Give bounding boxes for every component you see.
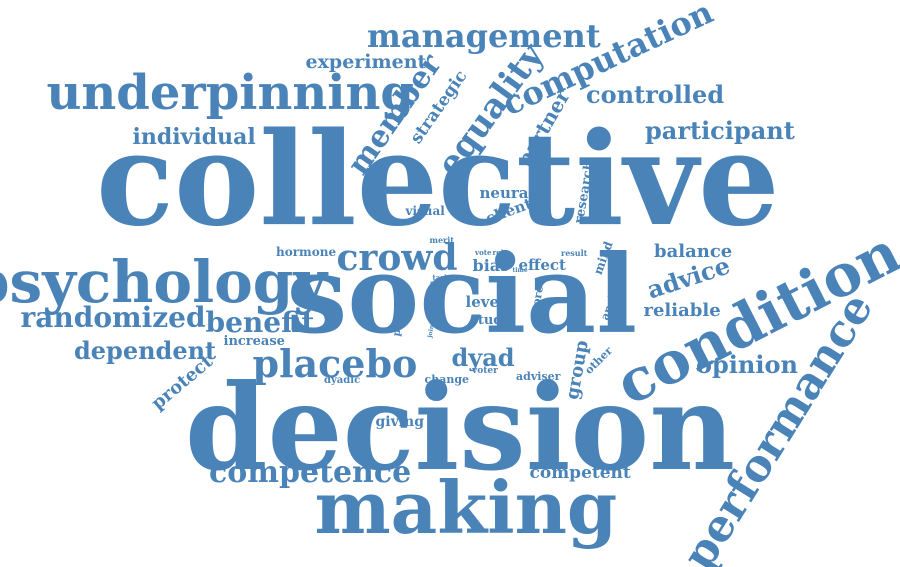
word-experiment: experiment [305, 50, 427, 73]
word-effect: effect [518, 255, 566, 274]
word-giving: giving [375, 414, 425, 430]
word-crowd: crowd [336, 237, 458, 279]
word-result: result [561, 248, 588, 258]
word-randomized: randomized [20, 301, 206, 334]
word-dyad: dyad [451, 343, 515, 372]
word-opinion: opinion [696, 350, 798, 379]
word-hormone: hormone [276, 245, 337, 259]
word-increase: increase [223, 333, 285, 349]
word-trial: trial [430, 281, 445, 288]
word-bias: bias [472, 256, 510, 275]
word-collective: collective [96, 105, 780, 255]
word-competent: competent [529, 462, 631, 483]
word-dyadic: dyadic [324, 375, 361, 386]
word-reliable: reliable [643, 300, 721, 321]
word-benefit: benefit [205, 306, 315, 339]
word-making: making [314, 465, 618, 550]
word-time: time [512, 267, 528, 274]
word-study: study [470, 312, 510, 328]
word-participant: participant [645, 116, 795, 145]
word-voter: voter [472, 365, 498, 376]
word-role: role [492, 247, 508, 257]
word-management: management [367, 17, 601, 55]
word-visual: visual [405, 204, 445, 218]
word-merit: merit [429, 235, 455, 245]
word-dependent: dependent [74, 336, 217, 365]
word-neural: neural [479, 183, 535, 202]
word-placebo: placebo [252, 341, 418, 386]
word-psychology: psychology [0, 248, 328, 316]
word-underpinning: underpinning [46, 65, 414, 121]
word-decision: decision [185, 358, 736, 497]
word-change: change [424, 372, 470, 386]
word-vote: vote [475, 247, 492, 257]
word-controlled: controlled [586, 80, 725, 109]
word-balance: balance [654, 241, 733, 262]
word-competence: competence [209, 455, 412, 490]
word-social: social [286, 232, 638, 358]
word-level: level [465, 292, 505, 311]
word-task: task [432, 272, 450, 282]
word-individual: individual [132, 124, 256, 150]
word-adviser: adviser [516, 369, 561, 383]
